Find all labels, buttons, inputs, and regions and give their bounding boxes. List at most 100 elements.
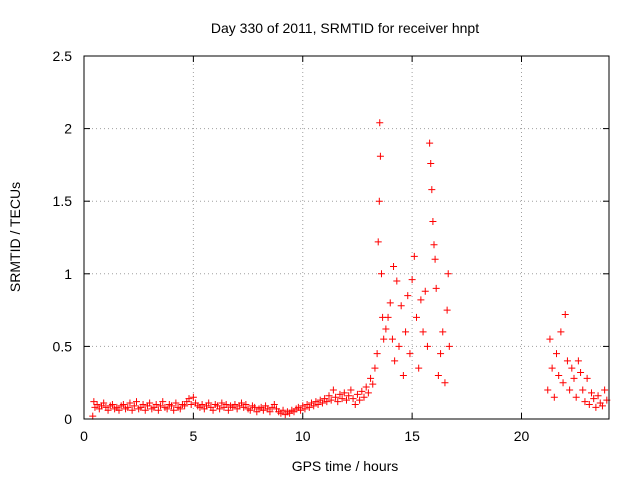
- data-point: [585, 400, 593, 408]
- data-point: [259, 406, 267, 414]
- data-point: [358, 387, 366, 395]
- data-point: [410, 252, 418, 260]
- data-point: [402, 328, 410, 336]
- data-point: [598, 402, 606, 410]
- data-point: [444, 270, 452, 278]
- data-point: [343, 396, 350, 404]
- data-point: [170, 406, 178, 414]
- data-point: [224, 406, 232, 414]
- data-point: [157, 402, 165, 410]
- data-point: [139, 400, 147, 408]
- data-point: [130, 402, 138, 410]
- data-point: [382, 325, 390, 333]
- data-point: [441, 379, 449, 387]
- y-tick-label: 0.5: [53, 338, 73, 354]
- y-tick-label: 1: [64, 266, 72, 282]
- data-point: [325, 392, 333, 400]
- data-point: [413, 313, 420, 321]
- data-point: [238, 399, 245, 407]
- data-point: [104, 406, 112, 414]
- chart-title: Day 330 of 2011, SRMTID for receiver hnp…: [211, 20, 479, 36]
- data-point: [345, 392, 353, 400]
- data-point: [198, 400, 206, 408]
- data-point: [555, 371, 563, 379]
- data-point: [374, 238, 382, 246]
- plot-frame: [83, 55, 610, 420]
- data-point: [360, 393, 368, 401]
- data-point: [119, 400, 127, 408]
- data-point: [388, 335, 396, 343]
- data-point: [270, 400, 278, 408]
- axis-ticks: [83, 55, 609, 420]
- data-point: [297, 406, 305, 414]
- data-point: [429, 218, 437, 226]
- data-point: [386, 299, 394, 307]
- x-tick-label: 15: [404, 428, 420, 444]
- data-point: [367, 374, 375, 382]
- data-point: [546, 335, 554, 343]
- data-points: [89, 119, 611, 420]
- data-point: [246, 406, 254, 414]
- data-point: [128, 406, 136, 414]
- data-point: [371, 364, 379, 372]
- data-point: [187, 400, 195, 408]
- data-point: [90, 398, 98, 406]
- data-point: [146, 399, 154, 407]
- data-point: [373, 350, 381, 358]
- data-point: [572, 393, 580, 401]
- data-point: [574, 357, 582, 365]
- data-point: [314, 400, 322, 408]
- x-tick-label: 10: [295, 428, 311, 444]
- data-point: [553, 350, 560, 358]
- data-point: [336, 390, 344, 398]
- data-point: [415, 364, 423, 372]
- data-point: [581, 398, 589, 406]
- data-point: [390, 263, 398, 271]
- data-point: [318, 399, 326, 407]
- data-point: [563, 357, 571, 365]
- data-point: [384, 313, 392, 321]
- data-point: [559, 379, 567, 387]
- data-point: [301, 405, 309, 413]
- data-point: [406, 350, 414, 358]
- data-point: [570, 374, 578, 382]
- data-point: [124, 403, 132, 411]
- data-point: [242, 400, 250, 408]
- y-axis-label: SRMTID / TECUs: [7, 182, 23, 292]
- data-point: [189, 393, 197, 401]
- data-point: [152, 400, 160, 408]
- data-point: [349, 395, 357, 403]
- data-point: [168, 402, 175, 410]
- data-point: [222, 400, 230, 408]
- data-point: [579, 386, 587, 394]
- y-tick-label: 2: [64, 121, 72, 137]
- data-point: [445, 342, 453, 350]
- data-point: [419, 328, 427, 336]
- data-point: [362, 383, 370, 391]
- data-point: [323, 398, 331, 406]
- data-point: [172, 399, 180, 407]
- data-point: [356, 396, 364, 404]
- data-point: [590, 395, 598, 403]
- data-point: [380, 335, 388, 343]
- tick-labels: 0 5 10 15 20 0 0.5 1 1.5 2 2.5: [53, 48, 530, 444]
- data-point: [427, 159, 435, 167]
- data-point: [426, 139, 434, 147]
- data-point: [583, 374, 591, 382]
- data-point: [364, 389, 372, 397]
- data-point: [159, 398, 167, 406]
- data-point: [231, 400, 239, 408]
- grid: [84, 56, 609, 419]
- data-point: [391, 357, 399, 365]
- data-point: [251, 403, 259, 411]
- data-point: [568, 364, 576, 372]
- data-point: [408, 276, 416, 284]
- x-axis-label: GPS time / hours: [292, 458, 399, 474]
- data-point: [399, 371, 407, 379]
- data-point: [428, 186, 436, 194]
- data-point: [544, 386, 552, 394]
- data-point: [439, 328, 447, 336]
- data-point: [376, 152, 384, 160]
- data-point: [338, 395, 346, 403]
